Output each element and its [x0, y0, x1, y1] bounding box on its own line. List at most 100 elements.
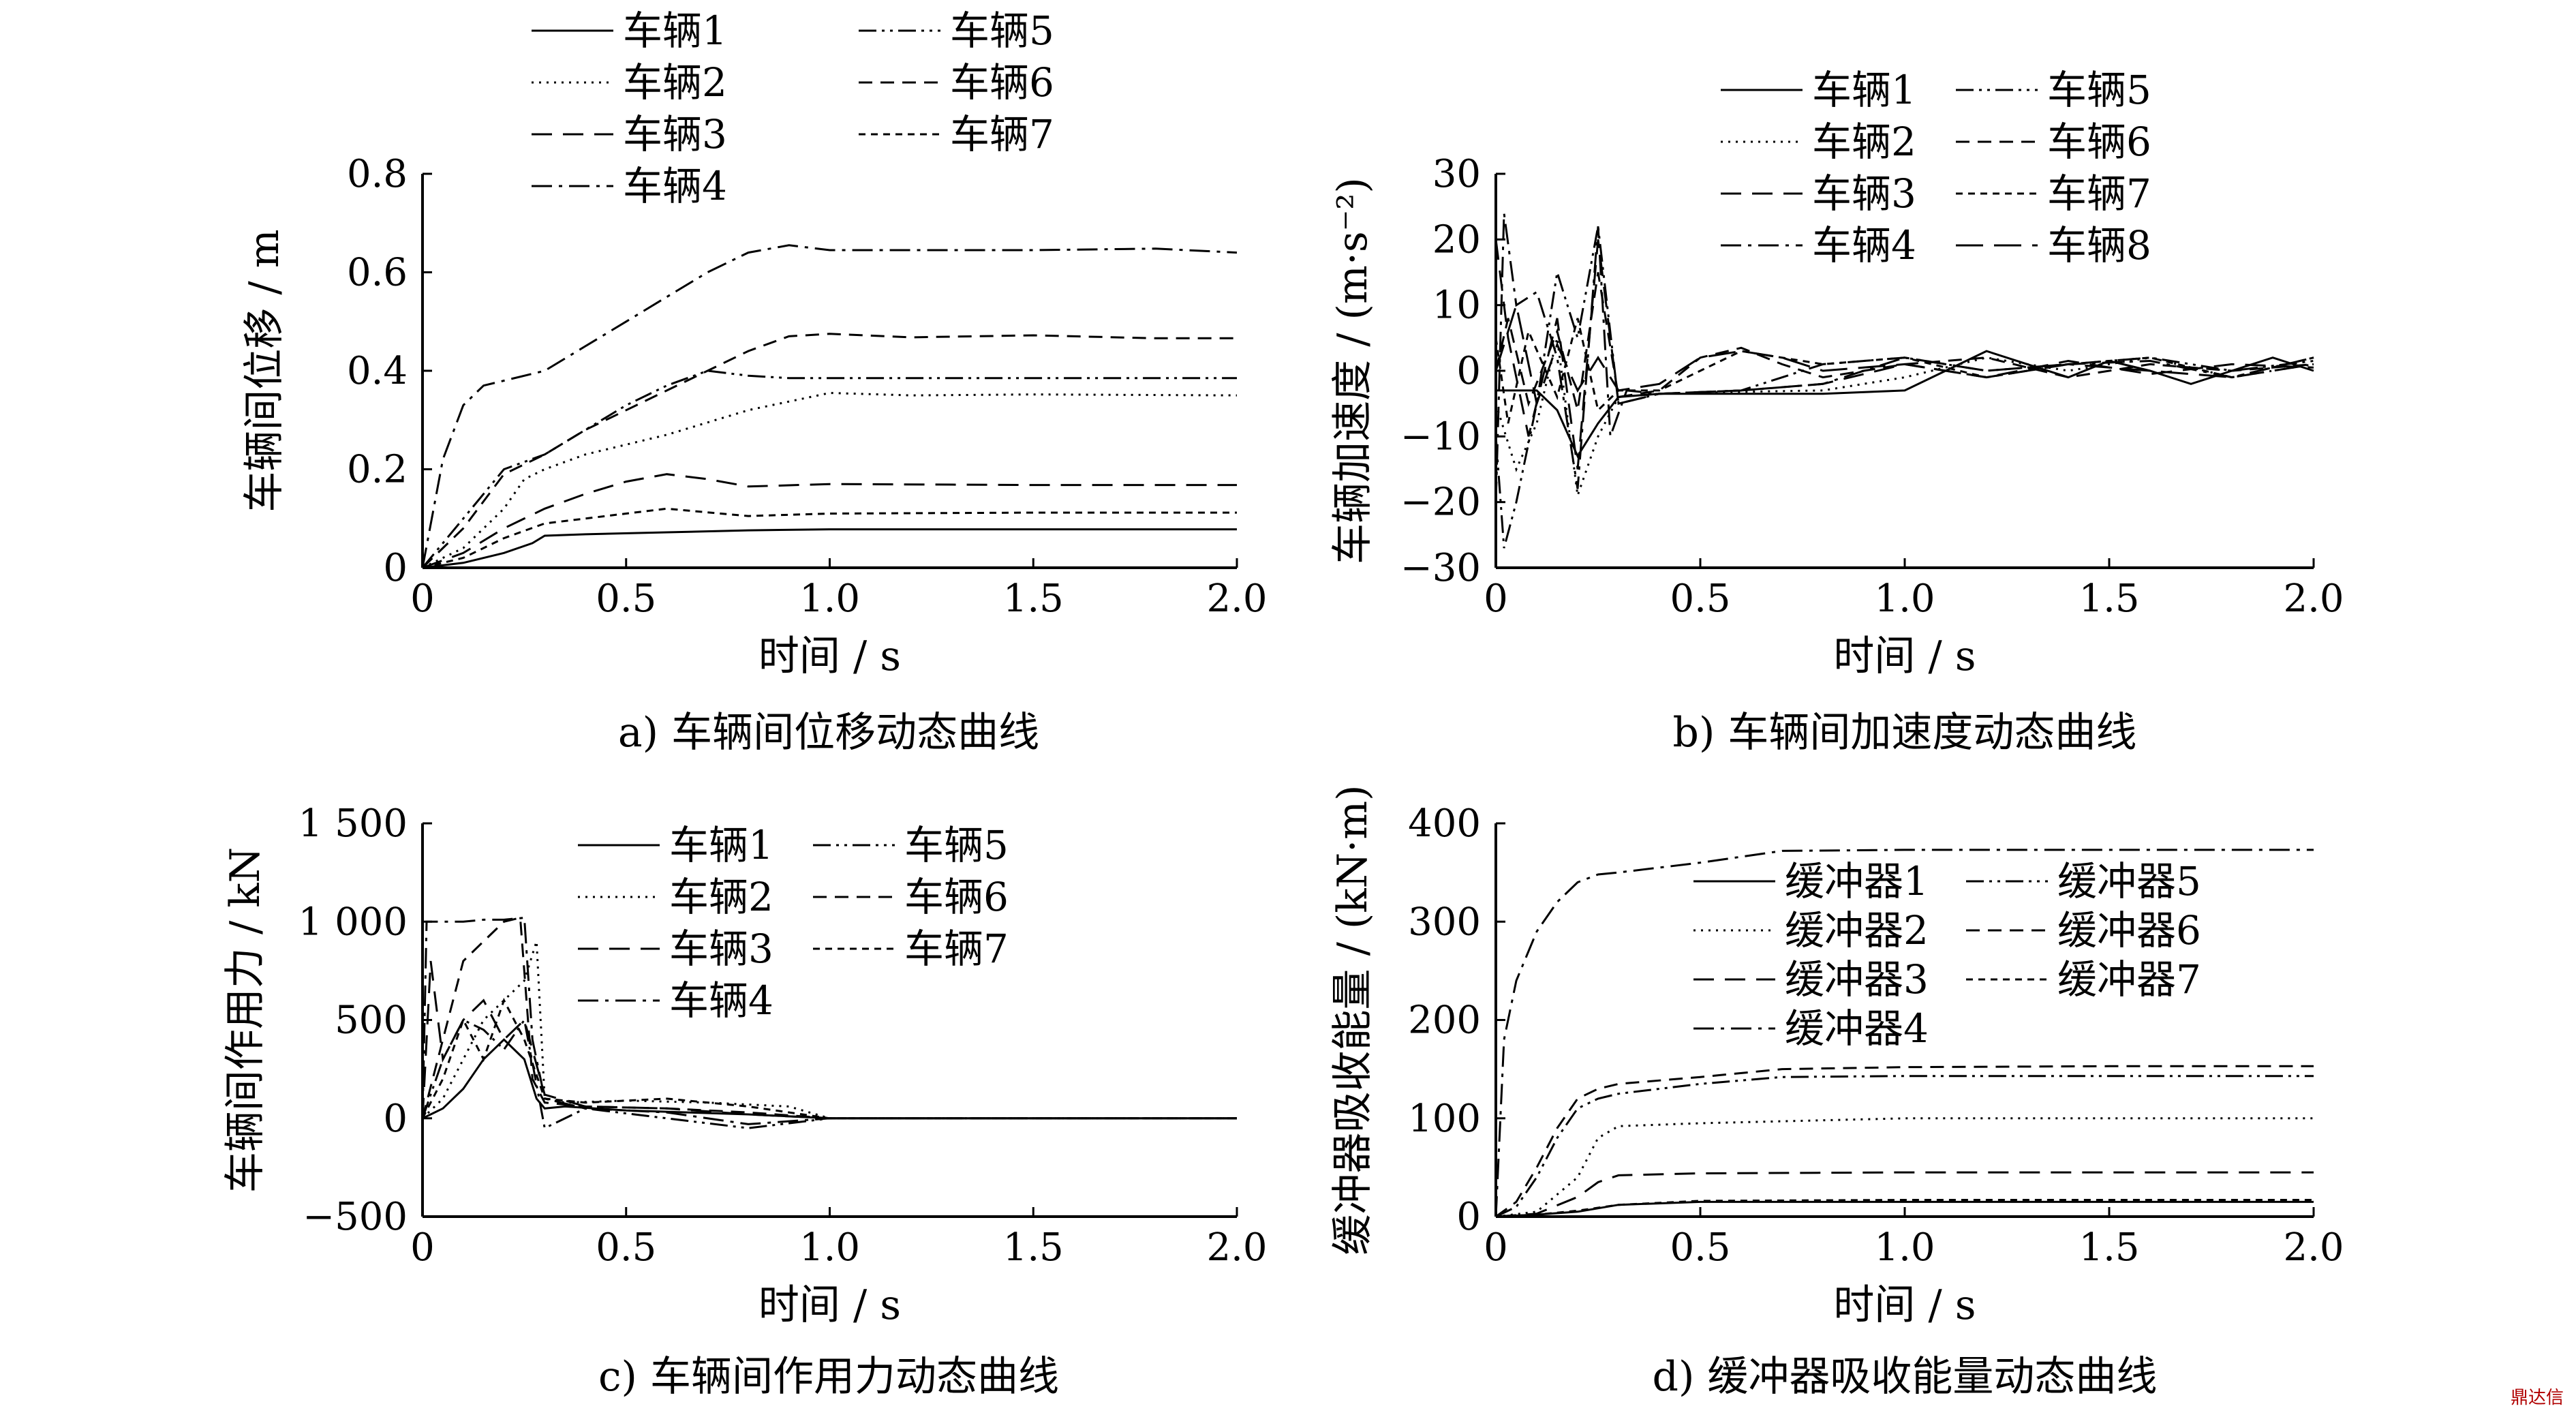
- legend-label: 缓冲器3: [1785, 956, 1929, 1003]
- y-tick-label: −30: [1400, 546, 1481, 590]
- series-line-车辆5: [421, 369, 1237, 568]
- series-line-缓冲器7: [1495, 1199, 2314, 1218]
- legend: 车辆1 车辆2 车辆3 车辆4 车辆5 车辆6 车辆7: [532, 7, 1054, 209]
- series-line-缓冲器4: [1494, 849, 2314, 1217]
- legend-label: 缓冲器4: [1785, 1005, 1929, 1052]
- chart-a: 0 0.5 1.0 1.5 2.0 0 0.2 0.4 0.6 0.8 时间 / s 车辆间位移 / …: [241, 7, 1268, 757]
- series-line-车辆3: [422, 473, 1237, 569]
- series-line-车辆7: [1494, 318, 2314, 424]
- y-tick-label: −500: [303, 1195, 408, 1239]
- y-tick-label: 0: [383, 1097, 408, 1141]
- legend-label: 缓冲器1: [1785, 858, 1929, 904]
- series-line-车辆5: [421, 1017, 1237, 1130]
- series-line-车辆7: [421, 997, 1237, 1120]
- legend-label: 缓冲器5: [2057, 858, 2201, 904]
- y-axis-label: 车辆间位移 / m: [241, 229, 288, 512]
- x-tick-label: 2.0: [1206, 1225, 1267, 1270]
- legend-label: 车辆5: [2047, 67, 2151, 113]
- x-tick-label: 2.0: [2283, 577, 2344, 621]
- legend-label: 车辆4: [669, 977, 773, 1024]
- x-tick-label: 0: [410, 577, 435, 621]
- legend: 车辆1 车辆2 车辆3 车辆4 车辆5 车辆6 车辆7: [578, 822, 1009, 1024]
- x-tick-label: 0.5: [1670, 577, 1730, 621]
- legend-label: 车辆6: [950, 59, 1054, 106]
- x-axis-label: 时间 / s: [1833, 633, 1976, 680]
- x-tick-label: 1.0: [799, 1225, 860, 1270]
- chart-d: 0 0.5 1.0 1.5 2.0 0 100 200 300 400 时间 / s 缓冲器吸收能量 …: [1329, 785, 2344, 1401]
- legend-label: 车辆6: [2047, 119, 2151, 165]
- y-tick-label: 1 500: [298, 802, 408, 846]
- x-tick-label: 1.0: [799, 577, 860, 621]
- legend-label: 车辆2: [669, 874, 773, 920]
- y-tick-label: 30: [1432, 152, 1481, 196]
- y-tick-label: 20: [1432, 217, 1481, 262]
- legend-label: 缓冲器2: [1785, 907, 1929, 954]
- y-tick-label: −10: [1400, 414, 1481, 459]
- x-tick-label: 2.0: [1206, 577, 1267, 621]
- series-line-车辆6: [1494, 272, 2314, 411]
- chart-b: 0 0.5 1.0 1.5 2.0 −30 −20 −10 0 10 20 30 时间 / s 车辆加速度…: [1329, 67, 2344, 757]
- x-tick-label: 1.5: [1003, 1225, 1064, 1270]
- x-tick-label: 0: [1484, 1225, 1508, 1270]
- y-tick-label: −20: [1400, 481, 1481, 525]
- legend-label: 车辆7: [2047, 170, 2151, 217]
- legend-label: 车辆6: [904, 874, 1009, 920]
- y-tick-label: 0.6: [347, 251, 408, 295]
- y-tick-label: 10: [1432, 284, 1481, 328]
- legend-label: 车辆1: [623, 7, 727, 54]
- x-axis-label: 时间 / s: [758, 633, 901, 680]
- series-line-车辆3: [1494, 239, 2314, 470]
- legend-label: 车辆3: [1812, 170, 1916, 217]
- legend-label: 缓冲器7: [2057, 956, 2201, 1003]
- series-line-车辆6: [421, 333, 1237, 569]
- legend-label: 车辆7: [950, 111, 1054, 157]
- chart-caption: a) 车辆间位移动态曲线: [618, 709, 1039, 757]
- y-axis-label: 车辆加速度 / (m·s⁻²): [1329, 177, 1377, 564]
- legend-label: 车辆3: [669, 926, 773, 972]
- series-line-车辆5: [1494, 226, 2314, 549]
- x-tick-label: 1.5: [2079, 1225, 2139, 1270]
- legend-label: 车辆1: [669, 822, 773, 868]
- y-tick-label: 0: [1456, 1195, 1481, 1239]
- x-tick-label: 1.5: [2079, 577, 2139, 621]
- x-tick-label: 0.5: [596, 1225, 656, 1270]
- series-line-车辆8: [1494, 301, 2314, 408]
- series-line-车辆2: [422, 391, 1238, 569]
- x-axis-label: 时间 / s: [758, 1281, 901, 1329]
- y-tick-label: 100: [1408, 1097, 1481, 1141]
- y-tick-label: 1 000: [298, 900, 408, 944]
- y-tick-label: 0: [383, 546, 408, 590]
- y-tick-label: 500: [335, 999, 408, 1043]
- y-axis-label: 缓冲器吸收能量 / (kN·m): [1329, 785, 1377, 1255]
- y-tick-label: 0.4: [347, 349, 408, 393]
- legend-label: 车辆5: [950, 7, 1054, 54]
- x-tick-label: 1.0: [1874, 1225, 1935, 1270]
- legend-label: 车辆2: [1812, 119, 1916, 165]
- legend-label: 车辆4: [1812, 222, 1916, 269]
- y-tick-label: 0.8: [347, 152, 408, 196]
- legend-label: 车辆4: [623, 163, 727, 209]
- legend-label: 车辆1: [1812, 67, 1916, 113]
- watermark-text: 鼎达信: [2510, 1388, 2564, 1408]
- legend-label: 车辆2: [623, 59, 727, 106]
- chart-caption: c) 车辆间作用力动态曲线: [598, 1353, 1059, 1401]
- legend-label: 车辆8: [2047, 222, 2151, 269]
- y-tick-label: 300: [1408, 900, 1481, 944]
- legend-label: 车辆7: [904, 926, 1009, 972]
- chart-caption: d) 缓冲器吸收能量动态曲线: [1653, 1353, 2158, 1401]
- series-line-车辆4: [421, 244, 1238, 568]
- legend-label: 车辆3: [623, 111, 727, 157]
- series-line-车辆3: [421, 960, 1237, 1120]
- x-tick-label: 0: [1484, 577, 1508, 621]
- chart-caption: b) 车辆间加速度动态曲线: [1673, 709, 2137, 757]
- x-tick-label: 0.5: [1670, 1225, 1730, 1270]
- series-line-车辆2: [1494, 337, 2314, 496]
- y-tick-label: 0.2: [347, 448, 408, 492]
- x-tick-label: 1.5: [1003, 577, 1064, 621]
- x-tick-label: 1.0: [1874, 577, 1935, 621]
- series-line-车辆7: [422, 507, 1237, 569]
- x-tick-label: 0: [410, 1225, 435, 1270]
